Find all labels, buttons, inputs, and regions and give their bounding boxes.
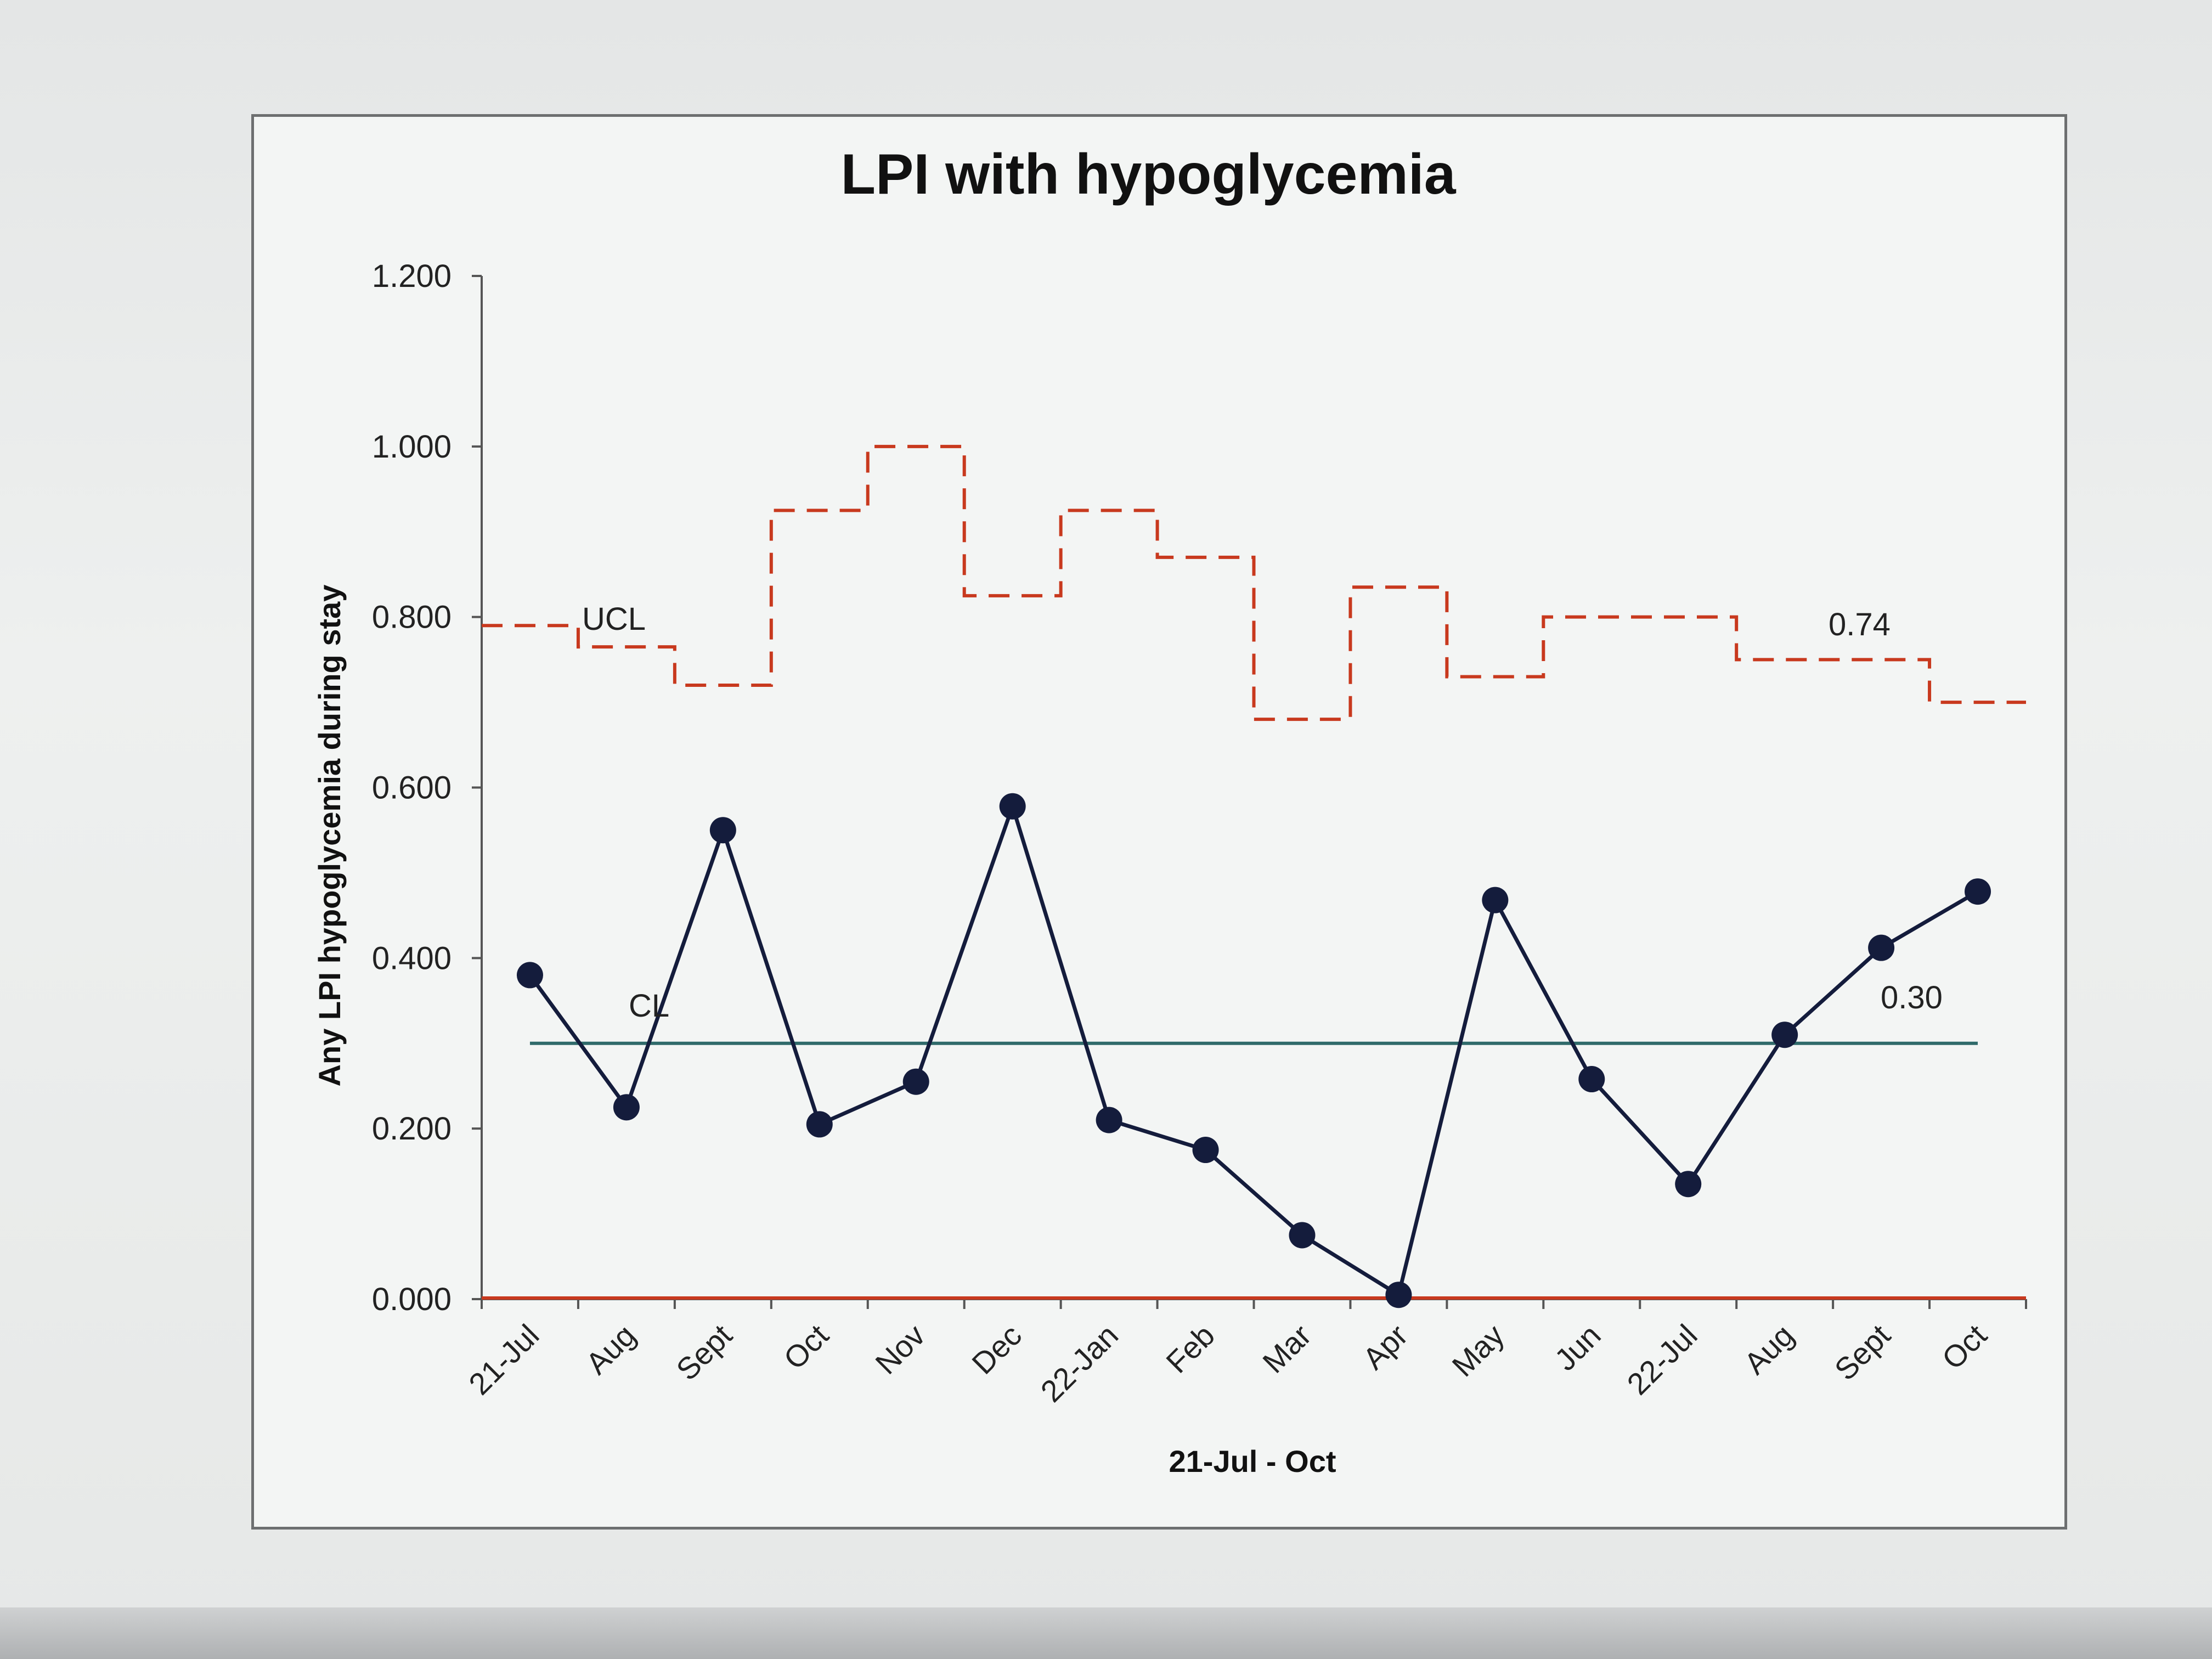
data-point (1096, 1107, 1122, 1133)
chart-title: LPI with hypoglycemia (840, 143, 1456, 206)
data-point (1482, 887, 1509, 913)
ucl-step-line (482, 444, 2026, 721)
y-tick-label: 0.800 (372, 600, 452, 635)
data-point (516, 962, 543, 989)
y-tick-label: 1.200 (372, 258, 452, 294)
x-tick-label: Dec (965, 1318, 1028, 1381)
data-point (999, 793, 1026, 820)
x-tick-label: Jun (1548, 1318, 1607, 1377)
cl-label: CL (629, 988, 669, 1024)
ucl-series (482, 444, 2026, 721)
data-point (709, 817, 736, 844)
x-tick-label: Nov (868, 1318, 932, 1381)
x-tick-label: Sept (1828, 1318, 1897, 1387)
y-tick-label: 0.600 (372, 770, 452, 806)
main-series (516, 793, 1991, 1308)
x-tick-label: Sept (669, 1318, 738, 1387)
y-tick-label: 0.400 (372, 940, 452, 976)
x-tick-label: Apr (1356, 1318, 1414, 1376)
x-tick-label: May (1445, 1318, 1510, 1383)
cl-value-label: 0.30 (1881, 980, 1943, 1015)
x-axis-label: 21-Jul - Oct (1169, 1444, 1336, 1479)
data-point (902, 1068, 929, 1095)
data-point (1965, 878, 1991, 905)
data-point (1385, 1282, 1412, 1308)
x-tick-labels: 21-Jul Aug Sept Oct Nov Dec 22-Jan Feb Mar Apr May… (462, 1318, 1994, 1409)
ucl-label: UCL (582, 601, 646, 637)
x-tick-label: 22-Jul (1620, 1318, 1703, 1401)
y-tick-labels: 0.000 0.200 0.400 0.600 0.800 1.000 1.200 (372, 258, 452, 1317)
x-tick-label: Feb (1159, 1318, 1221, 1380)
series-line (528, 804, 1979, 1297)
x-tick-label: Oct (777, 1318, 835, 1376)
x-tick-label: Mar (1256, 1318, 1318, 1380)
axes (472, 275, 2027, 1309)
y-axis-label: Any LPI hypoglycemia during stay (312, 585, 347, 1087)
x-tick-label: 21-Jul (462, 1318, 545, 1401)
x-tick-label: Aug (1737, 1318, 1801, 1381)
data-point (1578, 1066, 1605, 1093)
data-point (806, 1111, 833, 1138)
data-point (613, 1094, 640, 1121)
data-point (1192, 1137, 1219, 1164)
y-tick-label: 0.200 (372, 1111, 452, 1147)
ucl-value-label: 0.74 (1829, 607, 1891, 642)
chart-frame: LPI with hypoglycemia 0.000 0.200 0.400 0.6… (251, 114, 2067, 1530)
data-point (1675, 1171, 1702, 1198)
monitor-bezel (0, 1607, 2212, 1659)
x-tick-label: Aug (579, 1318, 642, 1381)
y-tick-label: 0.000 (372, 1282, 452, 1317)
y-tick-label: 1.000 (372, 429, 452, 465)
data-point (1289, 1222, 1316, 1249)
chart-svg: LPI with hypoglycemia 0.000 0.200 0.400 0.6… (312, 143, 2027, 1479)
data-point (1868, 934, 1895, 961)
data-point (1771, 1022, 1798, 1048)
x-tick-label: Oct (1935, 1318, 1993, 1376)
annotations: UCL CL 0.74 0.30 (582, 601, 1943, 1024)
x-tick-label: 22-Jan (1034, 1318, 1125, 1409)
